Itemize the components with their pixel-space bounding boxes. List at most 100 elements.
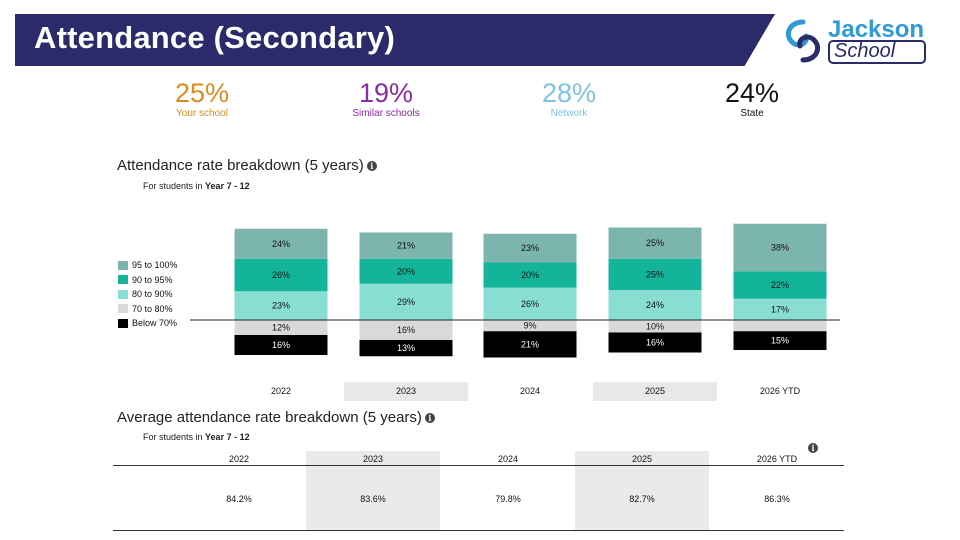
stat-value: 25% [174, 78, 230, 108]
bar-data-label: 23% [272, 301, 290, 311]
bar-data-label: 13% [397, 343, 415, 353]
info-icon[interactable]: i [366, 161, 377, 171]
stat-label: Your school [176, 108, 228, 119]
table-value-cell: 86.3% [764, 494, 790, 504]
table-header-cell: 2024 [497, 454, 519, 464]
stat-value: 19% [358, 78, 414, 108]
stat-label: State [740, 108, 764, 119]
bar-data-label: 16% [397, 325, 415, 335]
category-label: 2024 [520, 386, 540, 396]
bar-data-label: 24% [272, 239, 290, 249]
bar-segment [483, 233, 577, 263]
legend-item: 70 to 80% [118, 302, 178, 317]
average-subtitle: For students in Year 7 - 12 [143, 432, 250, 442]
bar-data-label: 10% [646, 321, 664, 331]
bar-data-label: 25% [646, 238, 664, 248]
bar-data-label: 29% [397, 297, 415, 307]
table-header-rule [113, 465, 844, 466]
bar-segment [733, 298, 827, 320]
bar-segment [234, 228, 328, 259]
legend-item: 95 to 100% [118, 258, 178, 273]
average-title: Average attendance rate breakdown (5 yea… [117, 409, 422, 426]
column-shade [306, 451, 440, 531]
chart-legend: 95 to 100% 90 to 95% 80 to 90% 70 to 80%… [118, 258, 178, 331]
bar-data-label: 16% [272, 340, 290, 350]
category-label: 2022 [271, 386, 291, 396]
subtitle-year-range: Year 7 - 12 [205, 181, 250, 191]
stat-label: Similar schools [352, 108, 420, 119]
legend-swatch [118, 260, 128, 270]
bar-segment [483, 320, 577, 332]
bar-data-label: 26% [272, 270, 290, 280]
category-label: 2025 [645, 386, 665, 396]
column-shade [575, 451, 709, 531]
legend-label: 90 to 95% [132, 274, 173, 285]
info-icon[interactable]: i [424, 413, 435, 423]
stat-label: Network [550, 108, 588, 119]
category-shade [344, 382, 468, 401]
bar-segment [608, 320, 702, 333]
table-value-cell: 84.2% [226, 494, 252, 504]
bar-data-label: 21% [397, 241, 415, 251]
school-logo: Jackson School [778, 16, 938, 66]
bar-segment [483, 262, 577, 288]
logo-text-school: School [828, 40, 926, 64]
category-shade [593, 382, 717, 401]
bar-segment [234, 335, 328, 355]
legend-label: Below 70% [132, 318, 178, 329]
bar-data-label: 15% [771, 336, 789, 346]
bar-data-label: 38% [771, 243, 789, 253]
breakdown-title-row: Attendance rate breakdown (5 years) i [117, 157, 377, 174]
logo-text-jackson: Jackson [828, 16, 925, 43]
bar-data-label: 20% [397, 266, 415, 276]
stat-similar-schools: 19% Similar schools [306, 78, 466, 120]
bar-data-label: 17% [771, 304, 789, 314]
bar-data-label: 22% [771, 280, 789, 290]
bar-segment [483, 331, 577, 358]
breakdown-title: Attendance rate breakdown (5 years) [117, 157, 364, 174]
average-title-row: Average attendance rate breakdown (5 yea… [117, 409, 435, 426]
table-value-cell: 79.8% [495, 494, 521, 504]
bar-segment [234, 258, 328, 292]
table-header-cell: 2023 [362, 454, 384, 464]
legend-item: Below 70% [118, 316, 178, 331]
bar-segment [359, 232, 453, 259]
stat-value: 24% [724, 78, 780, 108]
legend-swatch [118, 289, 128, 299]
table-value-cell: 83.6% [360, 494, 386, 504]
bar-segment [359, 340, 453, 357]
legend-label: 70 to 80% [132, 303, 173, 314]
table-info-icon[interactable]: i [808, 443, 818, 453]
stat-your-school: 25% Your school [122, 78, 282, 120]
category-label: 2023 [396, 386, 416, 396]
table-header-cell: 2025 [631, 454, 653, 464]
bar-segment [608, 227, 702, 259]
bar-segment [733, 271, 827, 299]
subtitle-prefix: For students in [143, 181, 203, 191]
legend-item: 80 to 90% [118, 287, 178, 302]
bar-segment [234, 291, 328, 320]
bar-segment [733, 331, 827, 350]
page-title: Attendance (Secondary) [34, 20, 395, 55]
bar-data-label: 16% [646, 338, 664, 348]
table-header-cell: 2026 YTD [756, 454, 798, 464]
subtitle-prefix: For students in [143, 432, 203, 442]
bar-data-label: 26% [521, 299, 539, 309]
table-bottom-rule [113, 530, 844, 531]
bar-data-label: 24% [646, 300, 664, 310]
category-label: 2026 YTD [760, 386, 801, 396]
average-attendance-table: 2022 2023 2024 2025 2026 YTD 84.2% 83.6%… [113, 451, 844, 531]
bar-segment [359, 283, 453, 320]
subtitle-year-range: Year 7 - 12 [205, 432, 250, 442]
bar-segment [359, 258, 453, 284]
header-banner [15, 14, 775, 66]
bar-segment [608, 332, 702, 353]
legend-swatch [118, 318, 128, 328]
stat-network: 28% Network [489, 78, 649, 120]
bar-segment [483, 287, 577, 320]
bar-segment [234, 320, 328, 335]
breakdown-subtitle: For students in Year 7 - 12 [143, 181, 250, 191]
bar-data-label: 9% [523, 321, 536, 331]
legend-label: 95 to 100% [132, 260, 178, 271]
